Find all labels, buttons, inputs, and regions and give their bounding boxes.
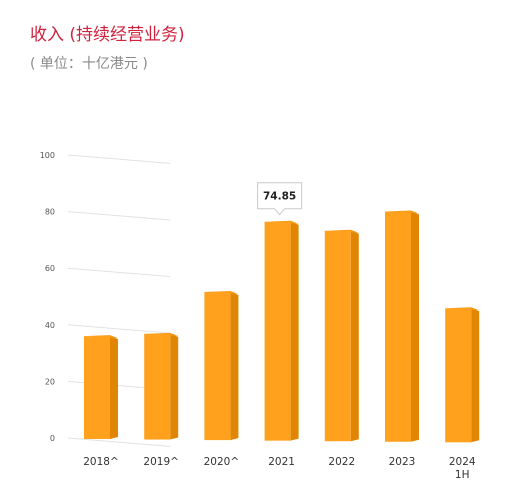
bar [264,220,299,441]
x-category-label: 2018^ [83,456,119,468]
x-category-label: 2020^ [204,456,240,468]
x-category-label: 2024 1H [449,456,476,481]
gridline [67,437,171,447]
bar-front-face [445,308,472,443]
y-tick-label: 80 [45,208,55,217]
bar-front-face [324,230,351,442]
bar [445,307,480,443]
gridline [67,324,171,334]
gridline [67,154,171,164]
bar [385,210,419,442]
bars [84,210,480,443]
bar-front-face [84,336,110,439]
value-tooltip: 74.85 [257,182,303,216]
x-category-label: 2019^ [143,456,179,468]
bar [144,332,179,440]
x-category-label: 2023 [389,456,416,468]
bar-side-face [411,211,419,442]
y-axis-ticks: 0 20 40 60 80 100 [40,151,55,443]
bar-side-face [290,221,299,441]
bar-front-face [385,211,411,442]
bar-front-face [264,221,291,441]
y-tick-label: 100 [40,151,55,160]
bar [84,335,118,439]
bar-side-face [471,308,480,443]
x-axis-labels: 2018^ 2019^ 2020^ 2021 2022 2023 2024 1H [83,456,476,481]
x-category-label: 2022 [328,456,355,468]
gridline [67,267,171,278]
y-tick-label: 0 [50,434,55,443]
y-tick-label: 20 [45,377,55,386]
chart-title: 收入 (持续经营业务) [30,25,185,45]
bar-front-face [144,333,171,440]
x-category-label: 2021 [268,456,295,468]
y-tick-label: 60 [45,264,55,273]
y-tick-label: 40 [45,321,55,330]
tooltip-box [257,182,303,216]
bar-side-face [110,336,118,439]
bar-side-face [230,291,239,441]
chart-subtitle: ( 单位：十亿港元 ) [30,56,148,72]
tooltip-value: 74.85 [263,191,296,203]
bar-side-face [170,333,179,440]
bar-front-face [204,291,231,441]
bar-side-face [350,230,359,442]
gridline [67,211,171,221]
bar [204,290,239,441]
bar [324,229,359,442]
